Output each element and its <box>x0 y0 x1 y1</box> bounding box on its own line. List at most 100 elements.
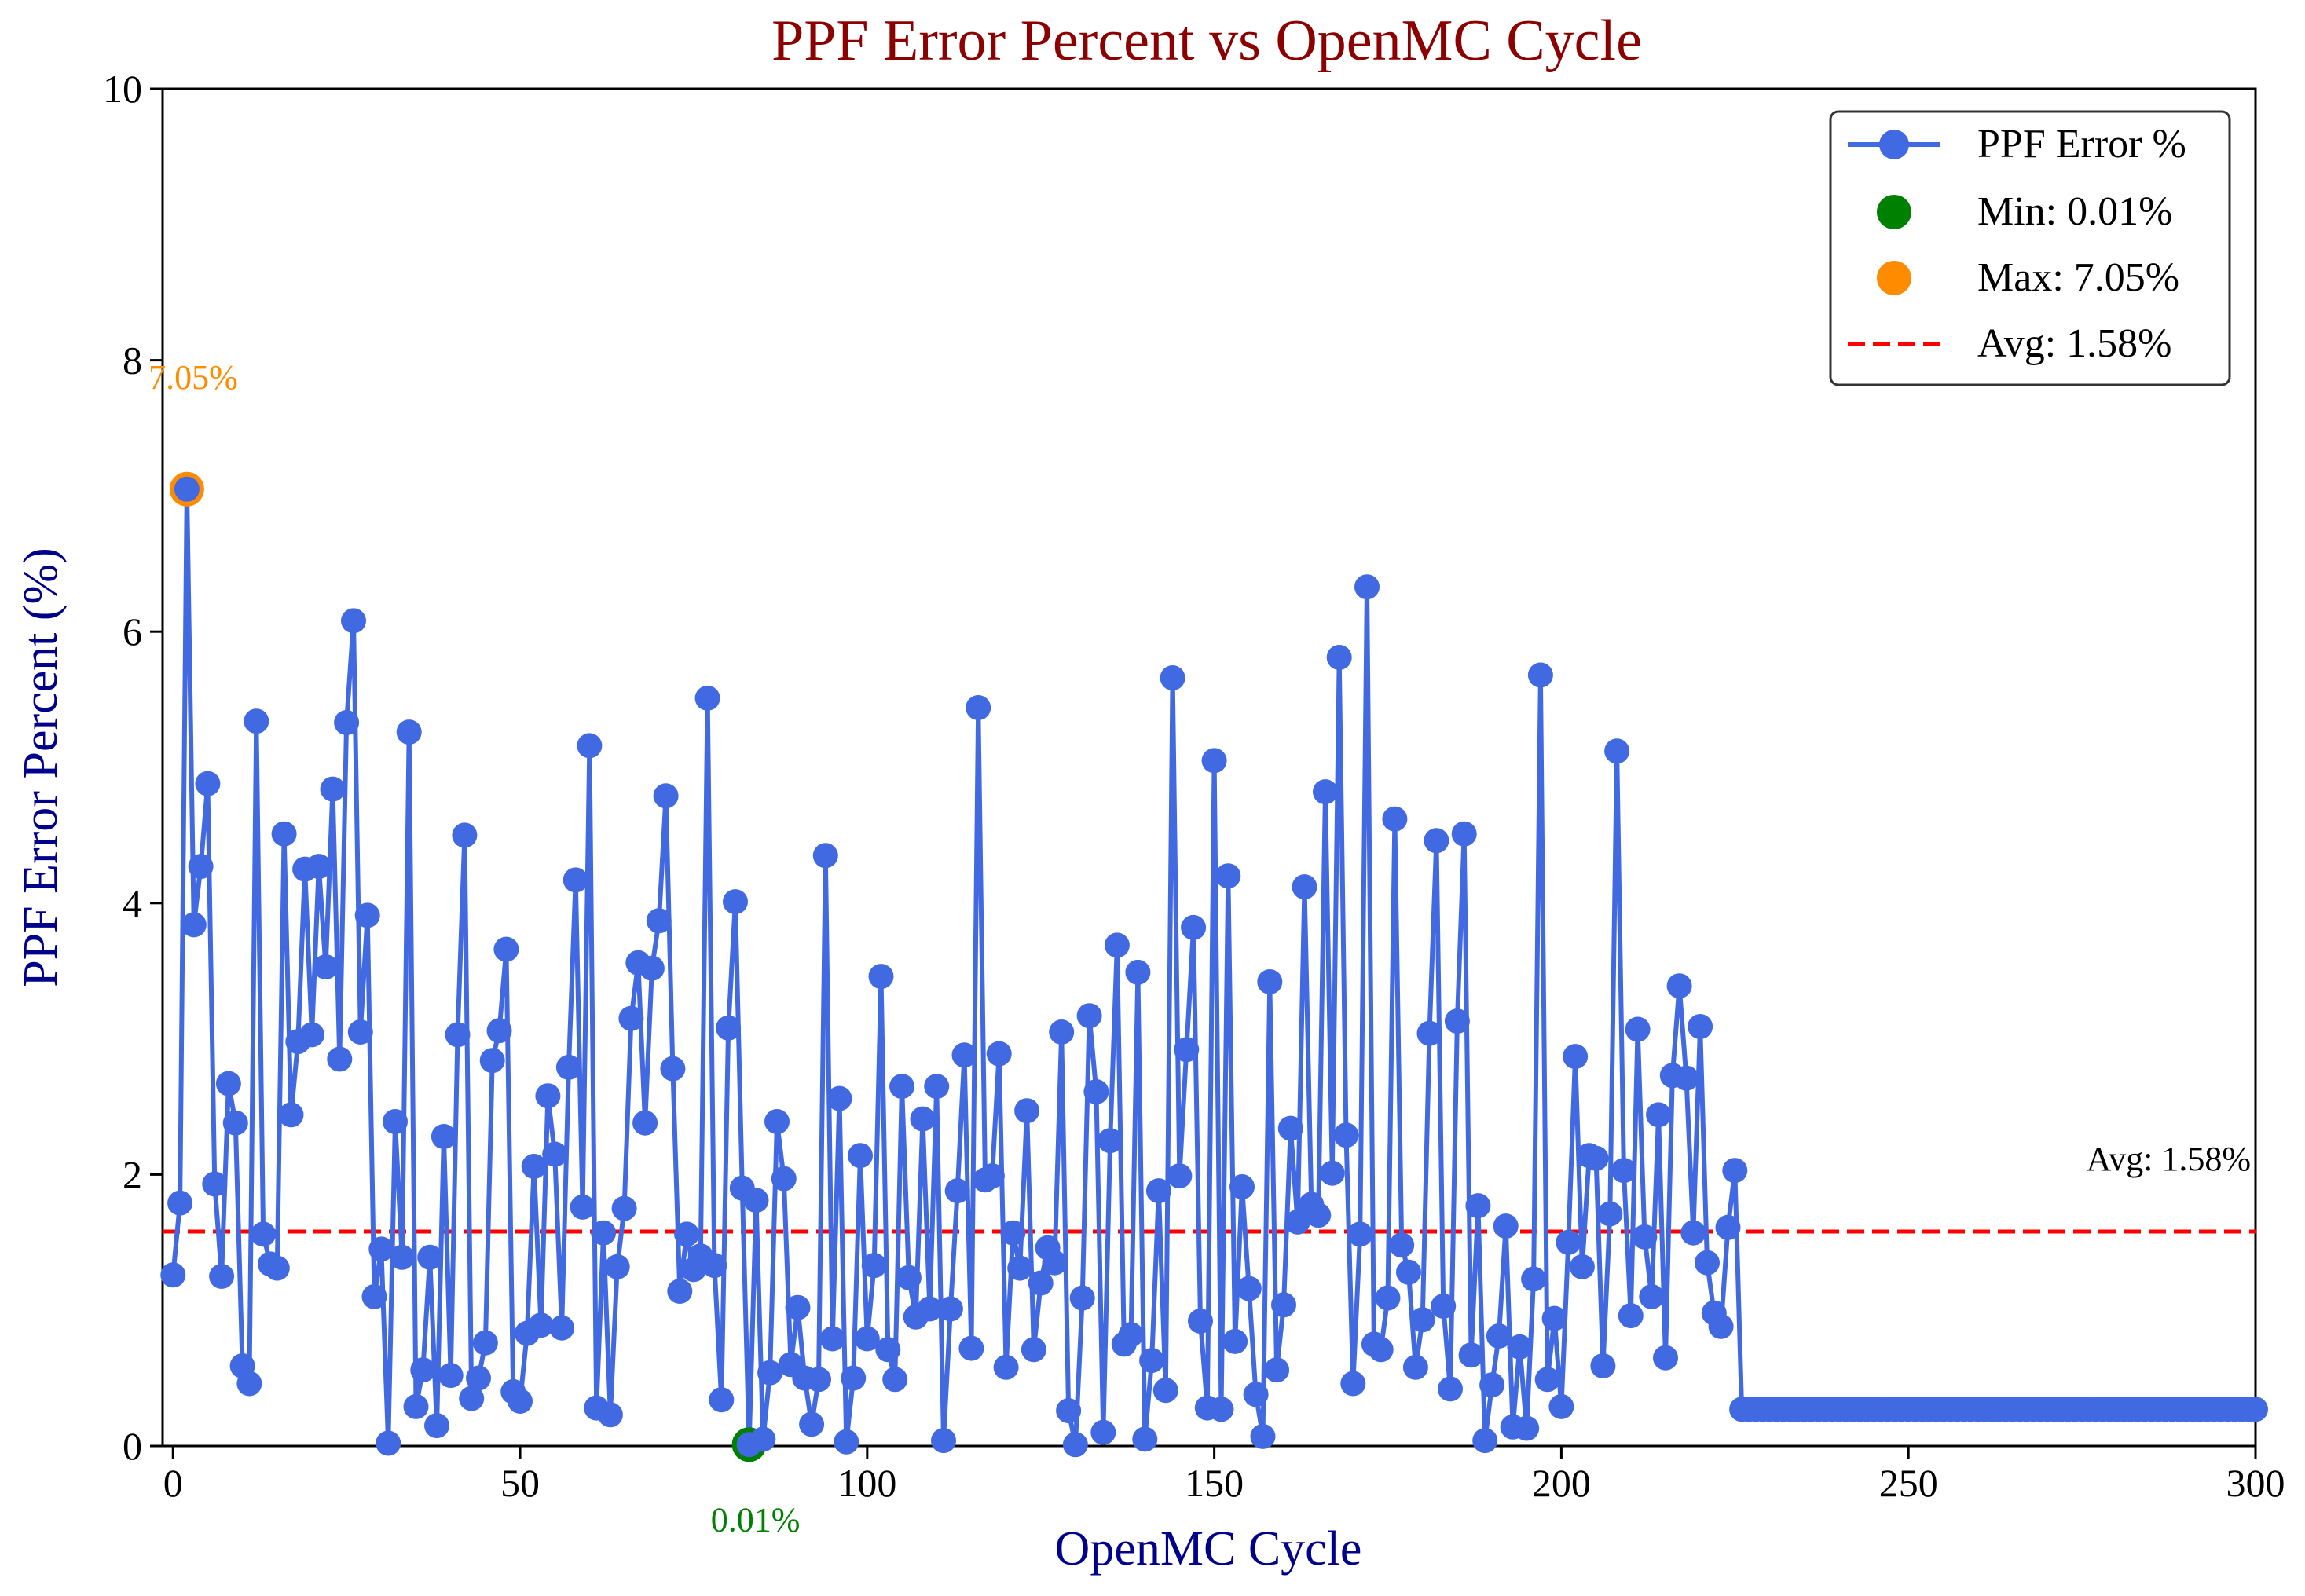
data-point <box>403 1393 429 1419</box>
data-point <box>1313 779 1338 805</box>
data-point <box>1104 932 1130 958</box>
series-line <box>170 486 2256 1448</box>
data-point <box>1160 665 1185 690</box>
data-point <box>632 1110 658 1136</box>
data-point <box>841 1365 867 1391</box>
data-point <box>341 608 366 634</box>
data-point <box>2243 1396 2268 1422</box>
data-point <box>417 1244 443 1270</box>
avg-annotation: Avg: 1.58% <box>2087 1140 2251 1178</box>
data-point <box>1431 1294 1457 1319</box>
data-point <box>1007 1255 1033 1281</box>
data-point <box>1375 1285 1401 1311</box>
data-point <box>834 1429 859 1455</box>
data-point <box>1611 1158 1636 1184</box>
data-point <box>1271 1292 1296 1318</box>
data-point <box>1569 1254 1595 1279</box>
data-point <box>611 1195 637 1221</box>
data-point <box>993 1354 1019 1380</box>
data-point <box>1028 1270 1054 1296</box>
data-point <box>1201 748 1227 774</box>
data-point <box>1049 1019 1075 1045</box>
x-tick-label: 0 <box>163 1461 183 1505</box>
data-point <box>1409 1307 1435 1333</box>
data-point <box>361 1283 387 1309</box>
legend-entry-min: Min: 0.01% <box>1877 189 2172 234</box>
data-point <box>1250 1423 1276 1449</box>
data-point <box>1257 969 1283 994</box>
legend-entry-max: Max: 7.05% <box>1877 255 2179 300</box>
data-point <box>618 1005 644 1031</box>
data-point <box>424 1413 449 1439</box>
data-point <box>410 1357 436 1383</box>
y-tick-label: 2 <box>123 1152 142 1196</box>
data-point <box>785 1294 811 1320</box>
x-axis-label: OpenMC Cycle <box>1055 1522 1362 1576</box>
data-point <box>1424 828 1449 854</box>
data-point <box>493 936 519 962</box>
data-point <box>1167 1163 1193 1189</box>
y-tick-label: 8 <box>123 339 142 383</box>
data-point <box>368 1236 394 1262</box>
data-point <box>812 843 838 869</box>
legend-label-min: Min: 0.01% <box>1977 189 2172 234</box>
data-point <box>1402 1354 1428 1380</box>
data-point <box>1306 1202 1332 1228</box>
data-point <box>702 1253 727 1279</box>
data-point <box>1695 1250 1720 1276</box>
data-point <box>1583 1145 1609 1171</box>
data-point <box>195 771 221 796</box>
plot-frame <box>161 87 2257 1448</box>
data-point <box>1604 738 1630 764</box>
x-tick-label: 50 <box>500 1461 540 1505</box>
data-point <box>389 1244 415 1270</box>
data-point <box>882 1367 908 1393</box>
data-point <box>1000 1220 1026 1246</box>
data-point <box>278 1102 304 1128</box>
data-point <box>806 1367 831 1393</box>
data-point <box>1076 1003 1102 1029</box>
y-tick-label: 0 <box>123 1424 142 1468</box>
data-point <box>889 1074 914 1100</box>
data-point <box>986 1041 1012 1067</box>
data-point <box>1673 1065 1699 1091</box>
data-point <box>1527 662 1553 688</box>
data-point <box>472 1330 498 1356</box>
data-point <box>327 1046 353 1072</box>
data-point <box>958 1335 984 1361</box>
data-point <box>299 1022 324 1048</box>
data-point <box>347 1019 373 1045</box>
data-point <box>313 954 339 979</box>
data-point <box>639 955 665 981</box>
data-point <box>251 1221 277 1247</box>
data-point <box>848 1143 873 1169</box>
data-point <box>591 1220 617 1246</box>
data-point <box>694 685 720 711</box>
data-point <box>459 1386 485 1411</box>
data-point <box>354 902 380 928</box>
data-point <box>1548 1393 1574 1419</box>
data-point <box>771 1166 797 1192</box>
data-point <box>209 1264 235 1289</box>
data-point <box>1541 1305 1567 1331</box>
data-point <box>917 1296 943 1322</box>
data-point <box>1493 1213 1519 1239</box>
x-axis: 0 50 100 150 200 250 300 <box>163 1446 2285 1505</box>
data-point <box>924 1074 950 1100</box>
data-point <box>445 1022 471 1048</box>
data-point <box>1090 1419 1116 1445</box>
data-point <box>1277 1115 1303 1141</box>
data-point <box>757 1360 783 1386</box>
y-tick-label: 6 <box>123 609 142 653</box>
legend-label-series: PPF Error % <box>1977 122 2186 167</box>
data-point <box>1284 1209 1310 1235</box>
data-point <box>1563 1044 1589 1070</box>
data-point <box>1396 1259 1421 1285</box>
max-point <box>169 471 204 507</box>
plot-area <box>161 87 2257 1448</box>
data-point <box>1215 863 1241 889</box>
data-point <box>1479 1372 1505 1398</box>
data-point <box>1514 1415 1540 1441</box>
x-tick-label: 250 <box>1879 1461 1938 1505</box>
max-annotation: 7.05% <box>148 358 238 397</box>
